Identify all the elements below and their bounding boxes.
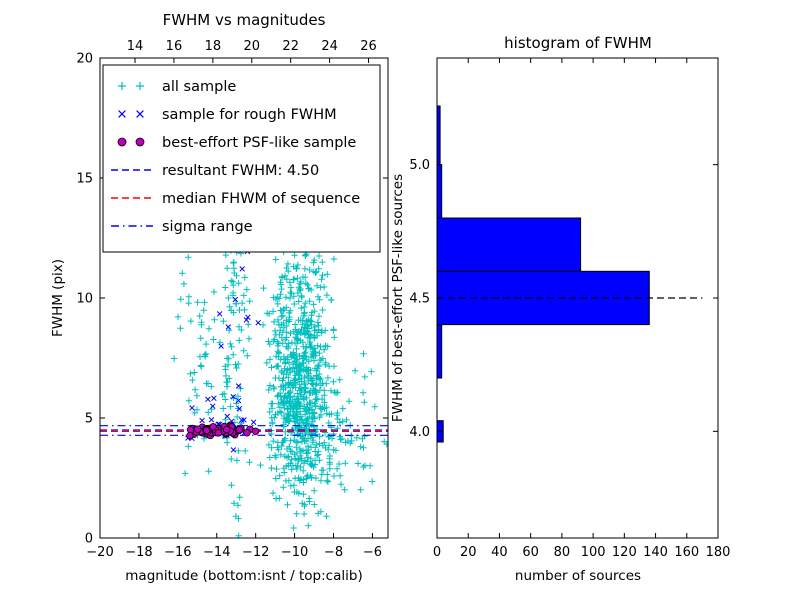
psf-sample-point	[186, 432, 194, 440]
x-tick-label: −12	[242, 545, 269, 560]
top-x-tick-label: 16	[166, 39, 183, 54]
x-tick-label: 20	[460, 545, 477, 560]
psf-sample-point	[193, 425, 202, 433]
y-tick-label: 4.0	[409, 425, 430, 440]
psf-sample-point	[251, 427, 260, 435]
histogram-bar	[437, 164, 443, 219]
legend-label: median FHWM of sequence	[162, 191, 360, 207]
legend-label: resultant FWHM: 4.50	[162, 163, 319, 179]
y-tick-label: 5.0	[409, 158, 430, 173]
psf-sample-point	[202, 426, 211, 434]
psf-sample-point	[222, 425, 231, 434]
psf-sample-point	[214, 429, 222, 437]
x-tick-label: −10	[281, 545, 308, 560]
top-x-tick-label: 18	[205, 39, 222, 54]
legend-circle-marker-icon	[135, 137, 145, 147]
x-tick-label: 80	[554, 545, 571, 560]
x-tick-label: −8	[324, 545, 343, 560]
x-tick-label: −14	[203, 545, 230, 560]
right-plot-ylabel: FWHM of best-effort PSF-like sources	[390, 174, 406, 422]
legend-x-marker-icon	[118, 110, 126, 118]
psf-sample-point	[235, 426, 244, 434]
legend-plus-marker-icon	[136, 82, 144, 90]
left-plot-ylabel: FWHM (pix)	[50, 259, 66, 337]
y-tick-label: 15	[76, 172, 93, 187]
histogram-bar	[437, 324, 443, 379]
legend-label: sample for rough FWHM	[162, 107, 337, 123]
psf-sample-point	[243, 429, 251, 437]
psf-sample-points	[186, 421, 260, 440]
y-tick-label: 10	[76, 292, 93, 307]
x-tick-label: 180	[706, 545, 731, 560]
x-tick-label: −18	[125, 545, 152, 560]
legend-label: sigma range	[162, 219, 253, 235]
left-plot-ticks: −20 −18 −16 −14 −12 −10 −8 −6 14 16 18 20 22 24 26 0 5 10…	[76, 39, 388, 560]
right-plot-content	[437, 105, 703, 443]
x-tick-label: −20	[86, 545, 113, 560]
legend-label: best-effort PSF-like sample	[162, 135, 356, 151]
left-plot-xlabel: magnitude (bottom:isnt / top:calib)	[125, 568, 362, 584]
x-tick-label: −6	[363, 545, 382, 560]
legend: all sample sample for rough FWHM best-effo…	[102, 64, 381, 253]
right-plot-xlabel: number of sources	[515, 568, 641, 584]
top-x-tick-label: 22	[282, 39, 299, 54]
legend-frame	[102, 64, 381, 253]
legend-label: all sample	[162, 79, 236, 95]
legend-x-marker-icon	[136, 110, 144, 118]
left-plot: −20 −18 −16 −14 −12 −10 −8 −6 14 16 18 20 22 24 26 0 5 10…	[50, 11, 389, 584]
x-tick-label: 40	[491, 545, 508, 560]
legend-circle-marker-icon	[117, 137, 127, 147]
left-plot-title: FWHM vs magnitudes	[163, 11, 326, 29]
x-tick-label: 120	[612, 545, 637, 560]
y-tick-label: 5	[85, 412, 93, 427]
y-tick-label: 4.5	[409, 292, 430, 307]
x-tick-label: 0	[433, 545, 441, 560]
x-tick-label: −16	[164, 545, 191, 560]
top-x-tick-label: 24	[321, 39, 338, 54]
histogram-bar	[437, 217, 582, 272]
right-plot-ticks: 0 20 40 60 80 100 120 140 160 180 4.0 4.5 5.0	[409, 58, 730, 560]
x-tick-label: 60	[522, 545, 539, 560]
legend-plus-marker-icon	[118, 82, 126, 90]
right-plot-title: histogram of FWHM	[504, 34, 652, 52]
top-x-tick-label: 14	[127, 39, 144, 54]
y-tick-label: 0	[85, 532, 93, 547]
top-x-tick-label: 26	[360, 39, 377, 54]
right-plot: 0 20 40 60 80 100 120 140 160 180 4.0 4.5 5.0 histog…	[390, 34, 730, 584]
psf-sample-point	[209, 423, 217, 431]
legend-entries: all sample sample for rough FWHM best-effo…	[111, 79, 360, 235]
left-plot-content	[100, 64, 388, 538]
x-tick-label: 140	[643, 545, 668, 560]
x-tick-label: 160	[674, 545, 699, 560]
y-tick-label: 20	[76, 52, 93, 67]
top-x-tick-label: 20	[244, 39, 261, 54]
x-tick-label: 100	[581, 545, 606, 560]
